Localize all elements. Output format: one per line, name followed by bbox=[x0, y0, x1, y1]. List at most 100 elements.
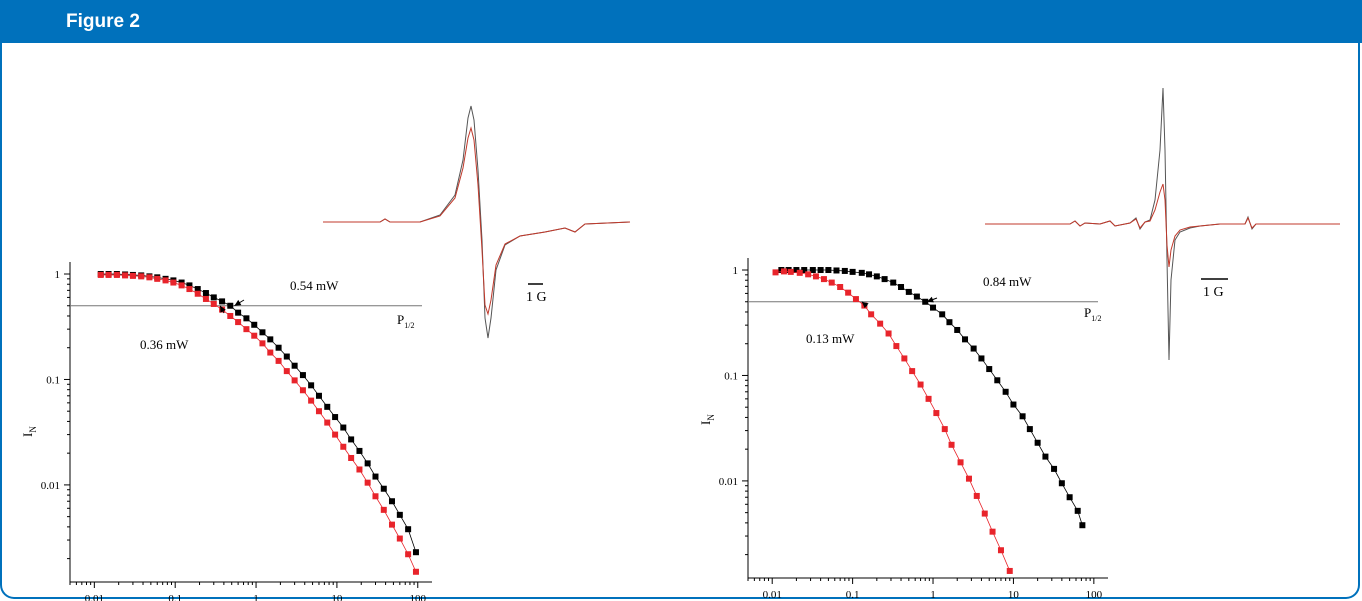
data-point bbox=[772, 269, 779, 276]
data-point bbox=[259, 340, 266, 347]
y-tick-label: 1 bbox=[55, 269, 61, 281]
x-tick-label: 100 bbox=[410, 593, 427, 601]
data-point bbox=[97, 271, 104, 278]
x-tick-label: 10 bbox=[1008, 589, 1020, 601]
annotation-label: 0.84 mW bbox=[983, 274, 1032, 289]
half-power-label: P1/2 bbox=[1084, 305, 1101, 323]
data-point bbox=[405, 551, 412, 558]
data-point bbox=[227, 312, 234, 319]
data-point bbox=[372, 473, 379, 480]
data-point bbox=[820, 276, 827, 283]
figure-border bbox=[0, 36, 1360, 599]
data-point bbox=[186, 282, 193, 289]
data-point bbox=[930, 304, 937, 311]
data-point bbox=[324, 419, 331, 426]
data-point bbox=[243, 315, 250, 322]
data-point bbox=[372, 493, 379, 500]
scale-label-left: 1 G bbox=[526, 290, 547, 305]
data-point bbox=[348, 436, 355, 443]
x-tick-label: 10 bbox=[331, 593, 343, 601]
data-point bbox=[868, 311, 875, 318]
series-line bbox=[775, 271, 1011, 572]
y-axis-label: IN bbox=[20, 426, 38, 437]
data-point bbox=[787, 268, 794, 275]
data-point bbox=[812, 273, 819, 280]
data-point bbox=[194, 286, 201, 293]
spectrum-right-red-trace bbox=[985, 183, 1340, 268]
data-point bbox=[380, 485, 387, 492]
data-point bbox=[235, 309, 242, 316]
data-point bbox=[396, 535, 403, 542]
data-point bbox=[1006, 567, 1013, 574]
data-point bbox=[396, 511, 403, 518]
data-point bbox=[833, 267, 840, 274]
data-point bbox=[939, 311, 946, 318]
data-point bbox=[388, 521, 395, 528]
data-point bbox=[210, 300, 217, 307]
y-tick-label: 1 bbox=[733, 265, 739, 277]
data-point bbox=[1079, 522, 1086, 529]
data-point bbox=[817, 267, 824, 274]
data-point bbox=[893, 343, 900, 350]
data-point bbox=[989, 528, 996, 535]
data-point bbox=[922, 298, 929, 305]
data-point bbox=[841, 267, 848, 274]
data-point bbox=[275, 344, 282, 351]
annotation-arrowhead bbox=[220, 305, 226, 313]
data-point bbox=[913, 293, 920, 300]
series-line bbox=[100, 273, 417, 553]
x-tick-label: 100 bbox=[1086, 589, 1103, 601]
series-line bbox=[100, 274, 417, 572]
y-tick-label: 0.1 bbox=[46, 374, 60, 386]
data-point bbox=[901, 355, 908, 362]
data-point bbox=[946, 319, 953, 326]
data-point bbox=[356, 447, 363, 454]
data-point bbox=[954, 326, 961, 333]
data-point bbox=[873, 273, 880, 280]
x-tick-label: 0.01 bbox=[763, 589, 782, 601]
data-point bbox=[796, 269, 803, 276]
y-tick-label: 0.01 bbox=[41, 480, 60, 492]
data-point bbox=[909, 368, 916, 375]
data-point bbox=[194, 290, 201, 297]
data-point bbox=[1042, 453, 1049, 460]
data-point bbox=[978, 355, 985, 362]
data-point bbox=[825, 267, 832, 274]
data-point bbox=[138, 273, 145, 280]
x-tick-label: 0.1 bbox=[168, 593, 182, 601]
data-point bbox=[243, 326, 250, 333]
data-point bbox=[340, 424, 347, 431]
data-point bbox=[948, 441, 955, 448]
data-point bbox=[881, 276, 888, 283]
data-point bbox=[981, 510, 988, 517]
data-point bbox=[1034, 439, 1041, 446]
data-point bbox=[154, 275, 161, 282]
spectrum-left: 1 G bbox=[323, 105, 631, 339]
data-point bbox=[1074, 507, 1081, 514]
annotation-arrowhead bbox=[861, 301, 869, 309]
data-point bbox=[332, 414, 339, 421]
annotation-label: 0.36 mW bbox=[140, 337, 189, 352]
y-tick-label: 0.01 bbox=[719, 476, 738, 488]
data-point bbox=[364, 460, 371, 467]
data-point bbox=[793, 267, 800, 274]
data-point bbox=[202, 290, 209, 297]
data-point bbox=[898, 284, 905, 291]
data-point bbox=[962, 336, 969, 343]
data-point bbox=[1026, 426, 1033, 433]
data-point bbox=[1002, 388, 1009, 395]
y-axis-label: IN bbox=[698, 414, 716, 425]
scale-label-right: 1 G bbox=[1203, 285, 1224, 300]
data-point bbox=[308, 382, 315, 389]
figure-title: Figure 2 bbox=[66, 11, 140, 32]
data-point bbox=[291, 362, 298, 369]
data-point bbox=[957, 459, 964, 466]
annotation-arrowhead bbox=[234, 299, 242, 306]
data-point bbox=[805, 271, 812, 278]
annotation-label: 0.54 mW bbox=[290, 278, 339, 293]
data-point bbox=[1019, 413, 1026, 420]
data-point bbox=[283, 368, 290, 375]
spectrum-right: 1 G bbox=[985, 87, 1340, 361]
